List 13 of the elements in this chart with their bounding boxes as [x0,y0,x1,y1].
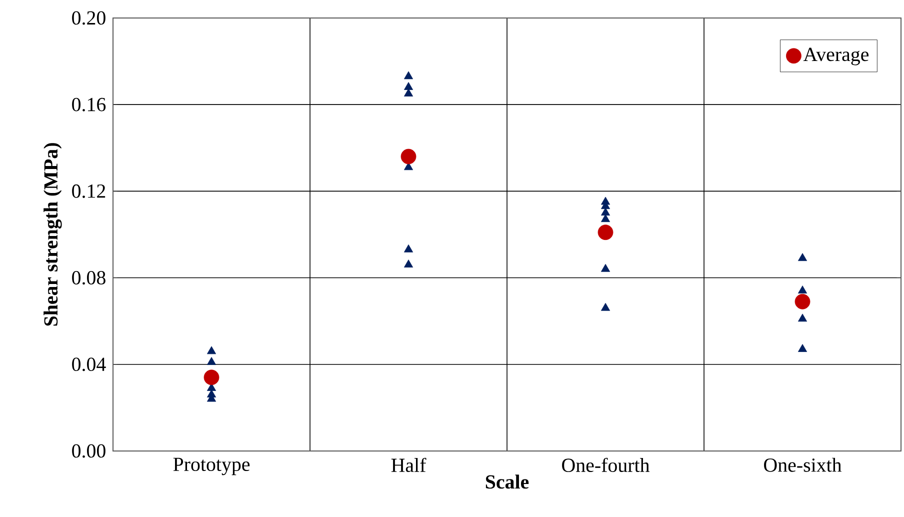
y-tick-label: 0.16 [72,98,106,112]
x-tick-label: Half [391,458,426,472]
x-tick-label: One-fourth [562,458,650,472]
y-tick-label: 0.08 [72,271,106,285]
y-axis-title: Shear strength (MPa) [44,143,62,326]
x-axis-title: Scale [486,474,529,489]
x-tick-label: Prototype [173,458,250,476]
legend-label: Average [803,48,869,66]
x-tick-label: One-sixth [764,458,842,472]
y-tick-label: 0.12 [72,184,106,198]
y-tick-label: 0.00 [72,444,106,458]
y-tick-label: 0.04 [72,358,106,372]
y-tick-label: 0.20 [72,11,106,25]
